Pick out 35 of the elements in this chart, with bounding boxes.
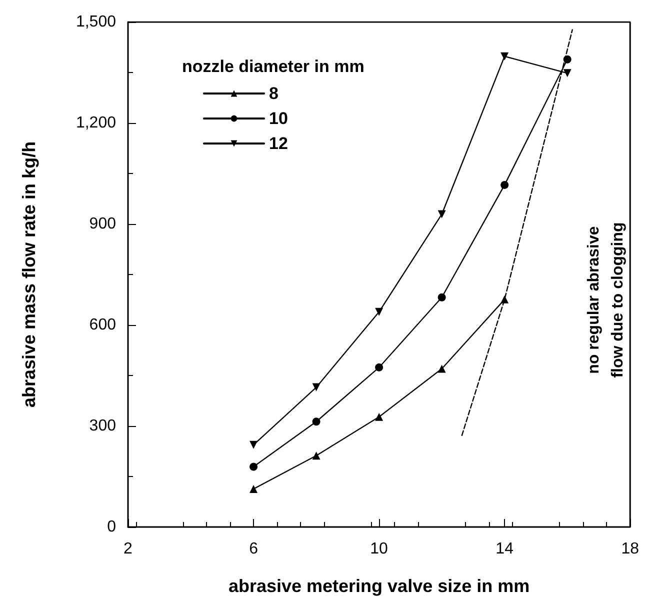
y-tick-label: 1,200 [76, 114, 116, 132]
point [250, 440, 258, 449]
x-tick-label: 14 [496, 540, 514, 558]
y-axis-title: abrasive mass flow rate in kg/h [19, 141, 39, 408]
point [312, 418, 320, 426]
legend-label: 8 [269, 84, 278, 103]
legend-title: nozzle diameter in mm [182, 57, 364, 76]
y-tick-label: 1,500 [76, 14, 116, 30]
y-tick-label: 900 [89, 216, 116, 232]
point [438, 293, 446, 302]
point [312, 383, 320, 392]
x-tick-label: 10 [370, 540, 388, 558]
legend-label: 12 [269, 134, 288, 153]
point [438, 364, 446, 373]
y-tick-label: 0 [107, 518, 116, 536]
point [375, 363, 384, 372]
point [375, 308, 384, 316]
x-tick-label: 18 [621, 540, 640, 558]
x-tick-label: 6 [249, 540, 258, 558]
point [500, 52, 509, 60]
point [375, 412, 384, 421]
legend-label: 10 [269, 109, 288, 128]
point [563, 69, 572, 78]
x-tick-label: 2 [124, 540, 133, 558]
point [250, 462, 258, 471]
point [500, 180, 509, 189]
y-tick-label: 600 [89, 316, 116, 334]
point [312, 452, 320, 460]
y-tick-label: 300 [89, 418, 116, 434]
point [500, 295, 509, 304]
point [438, 210, 446, 218]
point [563, 55, 572, 64]
annotation: no regular abrasive flow due to clogging [586, 222, 626, 378]
point [250, 484, 258, 493]
x-axis-title: abrasive metering valve size in mm [228, 576, 530, 596]
